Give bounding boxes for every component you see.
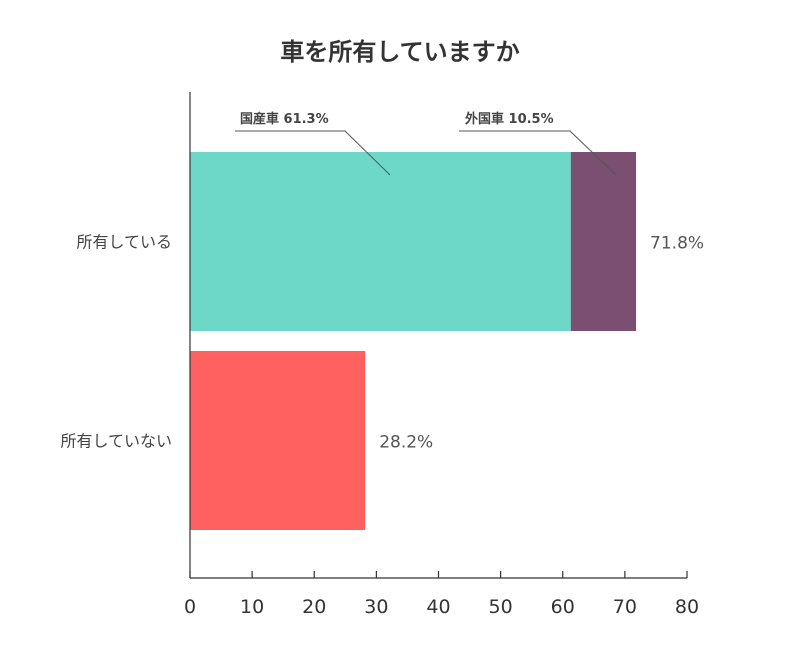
bar-segment-国産車 — [190, 152, 571, 331]
value-label: 71.8% — [650, 234, 704, 254]
callout-leader — [235, 130, 391, 176]
x-tick-label: 20 — [302, 596, 326, 618]
x-tick-label: 40 — [426, 596, 450, 618]
category-label: 所有している — [76, 233, 172, 252]
bars-group — [190, 152, 637, 530]
callout-label: 国産車 61.3% — [240, 111, 329, 127]
x-tick-label: 70 — [613, 596, 637, 618]
category-label: 所有していない — [60, 432, 172, 451]
bar-segment-外国車 — [570, 152, 637, 331]
callout-leader — [459, 130, 617, 176]
callout-label: 外国車 10.5% — [464, 111, 554, 127]
x-tick-label: 60 — [551, 596, 575, 618]
x-tick-label: 10 — [240, 596, 264, 618]
x-tick-label: 80 — [675, 596, 699, 618]
x-tick-label: 30 — [364, 596, 388, 618]
chart-title: 車を所有していますか — [280, 38, 519, 66]
x-tick-label: 0 — [184, 596, 196, 618]
labels-group: 所有している 71.8% 国産車 61.3% 外国車 10.5% 所有していない 28.2… — [60, 111, 704, 453]
bar-segment-所有していない — [190, 351, 366, 530]
axes-group: 0 10 20 30 40 50 60 70 80 — [184, 92, 699, 618]
value-label: 28.2% — [379, 433, 433, 453]
x-tick-label: 50 — [489, 596, 513, 618]
